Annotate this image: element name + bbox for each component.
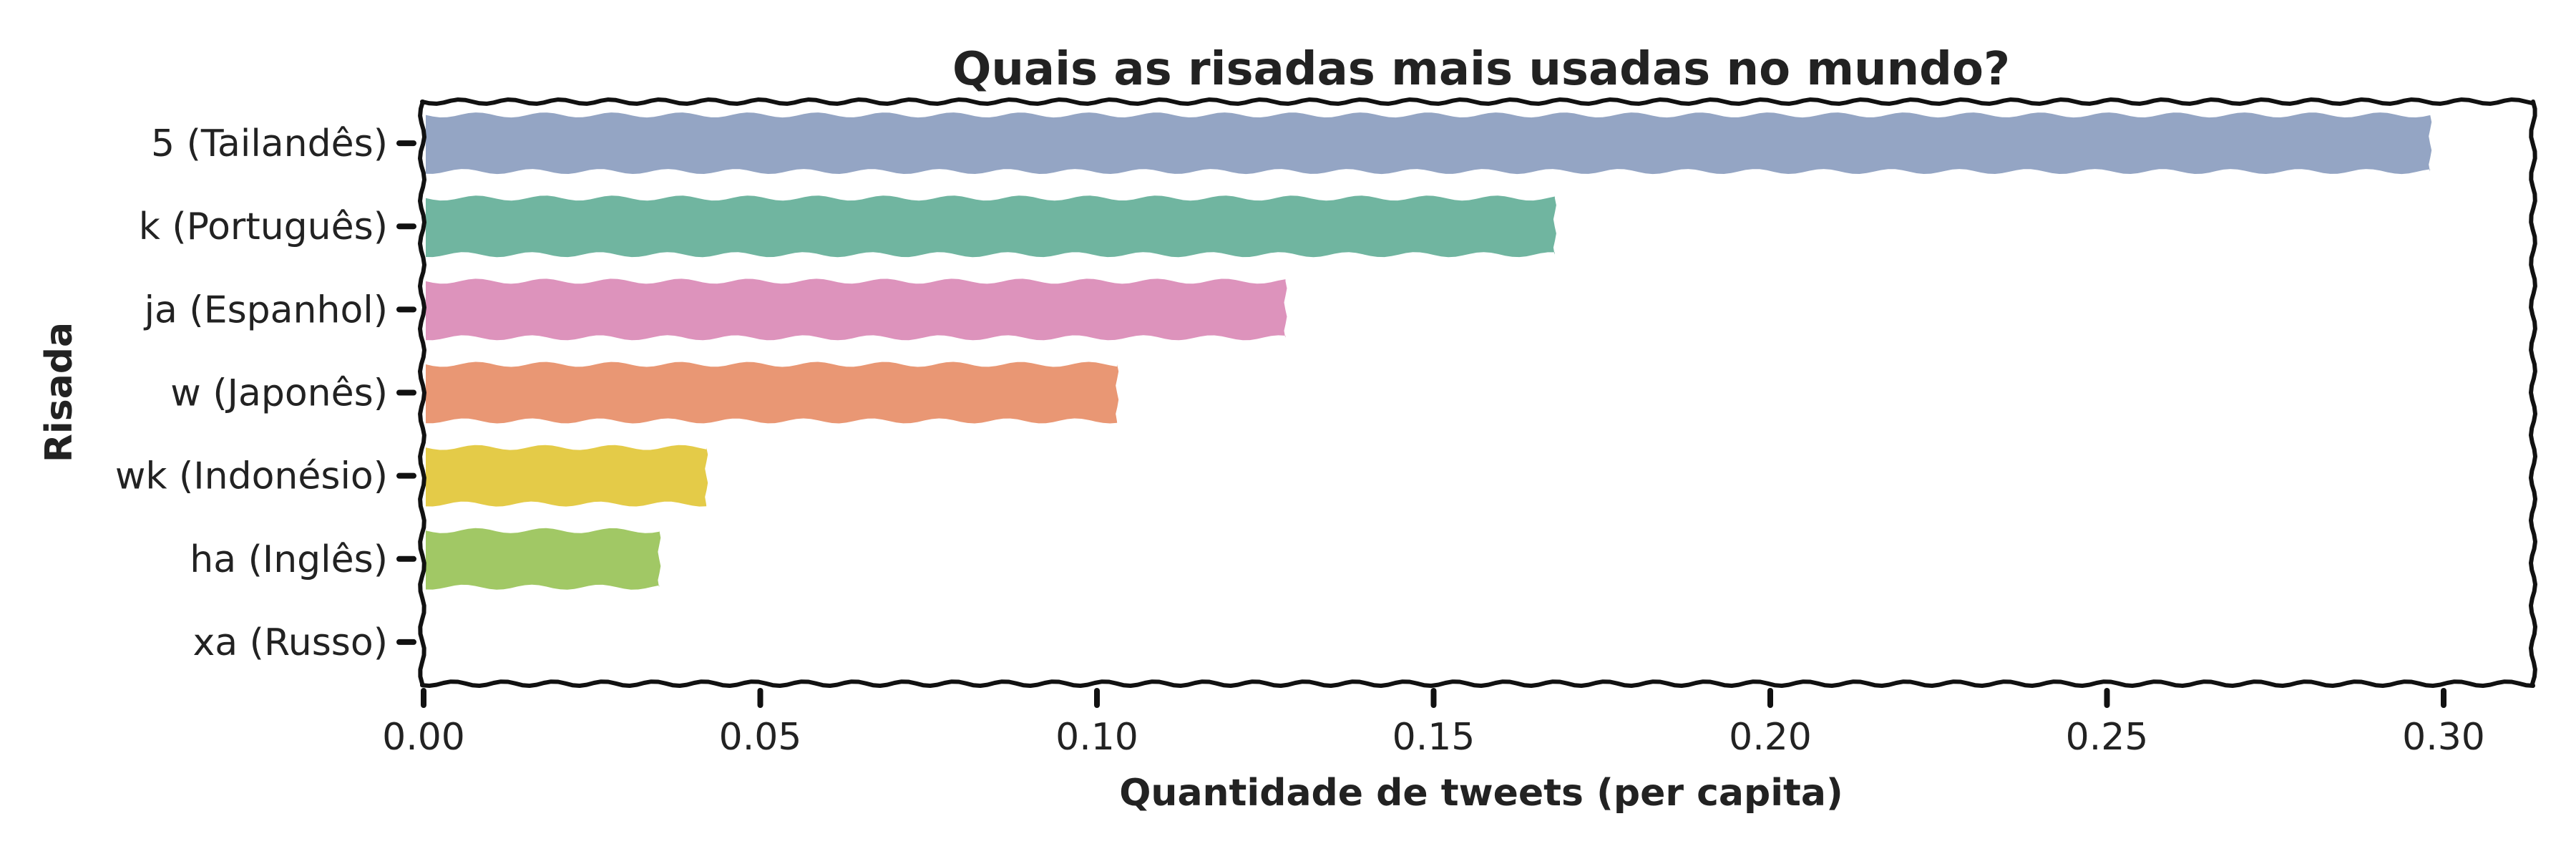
y-axis-label: Risada <box>38 322 81 462</box>
bar-5 <box>426 528 661 590</box>
bar-3 <box>426 361 1119 424</box>
y-tick-label: xa (Russo) <box>193 621 389 664</box>
bars-group <box>426 112 2432 590</box>
y-tick-label: w (Japonês) <box>170 372 388 415</box>
y-ticks-group: 5 (Tailandês) k (Português) ja (Espanhol) w… <box>115 122 416 664</box>
x-ticks-group: 0.00 0.05 0.10 0.15 0.20 0.25 0.30 <box>382 688 2485 759</box>
y-tick-label: ja (Espanhol) <box>144 288 388 331</box>
x-tick-label: 0.20 <box>1729 716 1812 759</box>
x-tick-label: 0.25 <box>2066 716 2149 759</box>
x-tick-label: 0.10 <box>1055 716 1138 759</box>
bar-4 <box>426 445 708 507</box>
bar-2 <box>426 278 1287 341</box>
y-tick-label: 5 (Tailandês) <box>151 122 388 165</box>
y-tick-label: wk (Indonésio) <box>115 455 388 498</box>
chart-title: Quais as risadas mais usadas no mundo? <box>952 43 2010 96</box>
y-tick-label: k (Português) <box>139 205 388 248</box>
x-tick-label: 0.05 <box>719 716 802 759</box>
y-tick-label: ha (Inglês) <box>190 538 388 581</box>
x-tick-label: 0.00 <box>382 716 465 759</box>
x-tick-label: 0.15 <box>1392 716 1475 759</box>
bar-1 <box>426 195 1556 258</box>
x-tick-label: 0.30 <box>2402 716 2485 759</box>
bar-0 <box>426 112 2432 175</box>
x-axis-label: Quantidade de tweets (per capita) <box>1119 772 1843 815</box>
plot-frame <box>418 97 2537 688</box>
